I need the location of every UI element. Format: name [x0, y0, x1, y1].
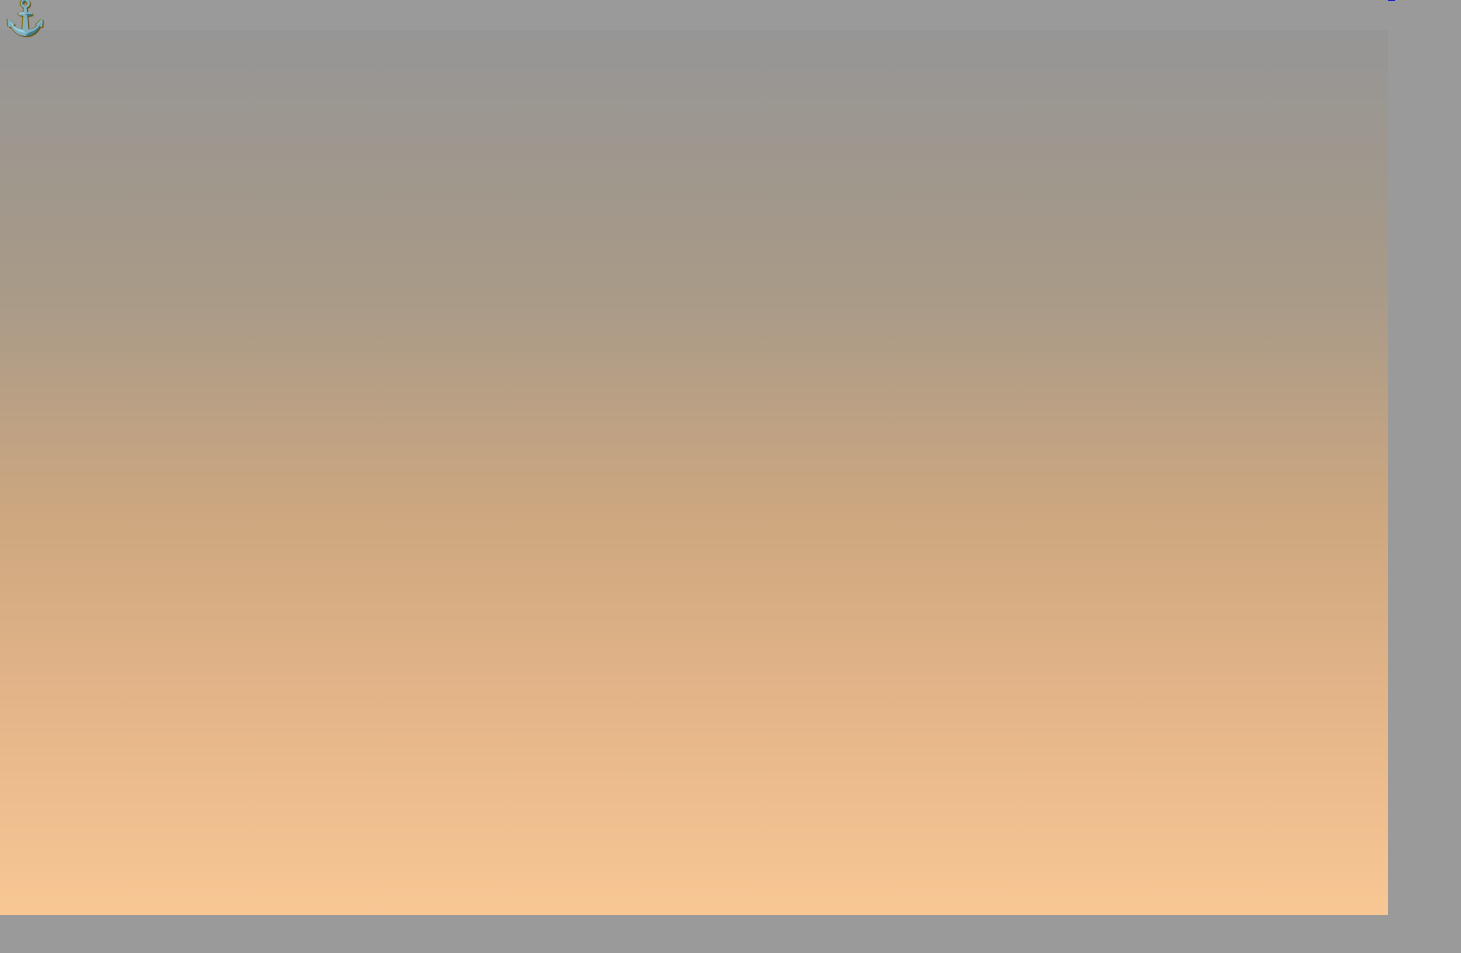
anchor-icon: ⚓ — [4, 0, 47, 37]
volume-value-tag — [1388, 0, 1395, 1]
chart-plot-background — [0, 30, 1388, 915]
